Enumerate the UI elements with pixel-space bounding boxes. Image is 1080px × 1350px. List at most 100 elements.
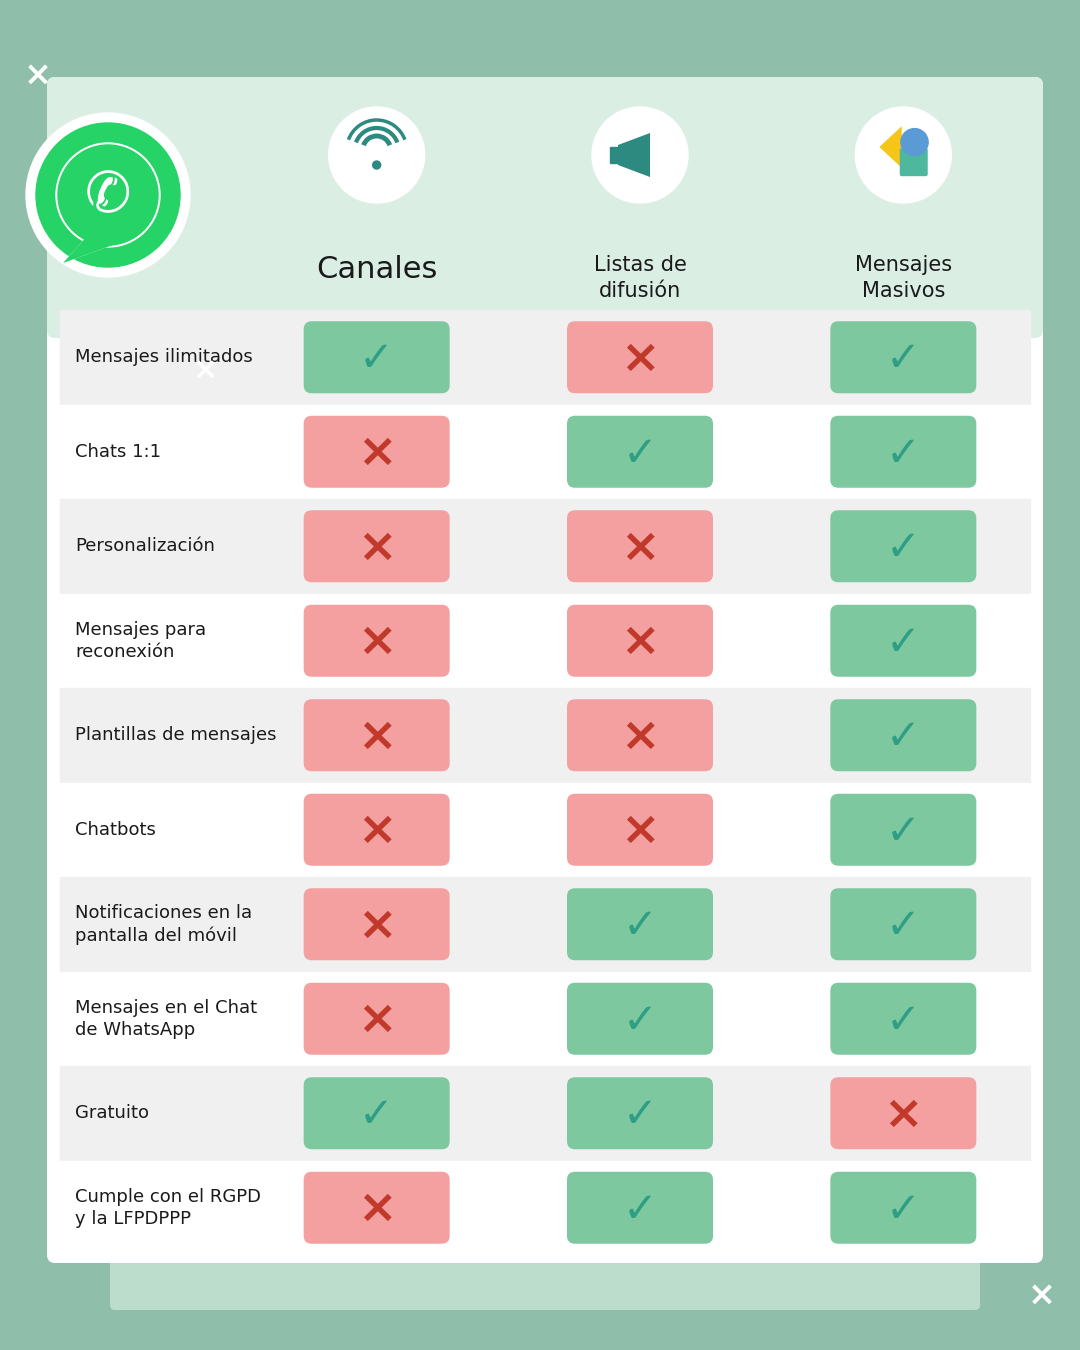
Text: ✓: ✓: [886, 1189, 921, 1231]
Text: ×: ×: [1028, 1278, 1056, 1311]
Circle shape: [26, 113, 190, 277]
Text: ×: ×: [883, 1092, 923, 1138]
Text: ×: ×: [356, 998, 396, 1044]
Bar: [60, 688, 1030, 783]
Text: Mensajes
Masivos: Mensajes Masivos: [854, 255, 951, 301]
FancyBboxPatch shape: [567, 794, 713, 865]
Text: ×: ×: [356, 903, 396, 949]
FancyBboxPatch shape: [831, 321, 976, 393]
Polygon shape: [63, 235, 113, 263]
FancyBboxPatch shape: [567, 699, 713, 771]
Polygon shape: [618, 134, 650, 177]
Text: Gratuito: Gratuito: [75, 1104, 149, 1122]
Bar: [60, 783, 1030, 878]
FancyBboxPatch shape: [303, 794, 449, 865]
Text: Cumple con el RGPD
y la LFPDPPP: Cumple con el RGPD y la LFPDPPP: [75, 1188, 261, 1228]
Text: ✓: ✓: [622, 906, 658, 948]
Text: ×: ×: [192, 355, 218, 385]
FancyBboxPatch shape: [831, 699, 976, 771]
FancyBboxPatch shape: [303, 983, 449, 1054]
Text: Mensajes ilimitados: Mensajes ilimitados: [75, 348, 253, 366]
Bar: [60, 594, 1030, 688]
FancyBboxPatch shape: [303, 416, 449, 487]
FancyBboxPatch shape: [567, 416, 713, 487]
FancyBboxPatch shape: [303, 321, 449, 393]
Text: ✓: ✓: [886, 1000, 921, 1042]
Text: ×: ×: [356, 620, 396, 666]
FancyBboxPatch shape: [567, 321, 713, 393]
Bar: [60, 310, 1030, 405]
FancyBboxPatch shape: [567, 888, 713, 960]
Text: ✓: ✓: [622, 1095, 658, 1137]
Text: Listas de
difusión: Listas de difusión: [594, 255, 687, 301]
Text: ×: ×: [620, 525, 660, 571]
Text: ✓: ✓: [886, 622, 921, 664]
FancyBboxPatch shape: [303, 1077, 449, 1149]
Text: ✆: ✆: [84, 170, 132, 224]
Bar: [60, 1161, 1030, 1256]
Bar: [60, 405, 1030, 500]
Text: ×: ×: [620, 714, 660, 760]
Text: ✓: ✓: [622, 1189, 658, 1231]
Text: ×: ×: [24, 58, 52, 92]
Circle shape: [56, 143, 160, 247]
Text: ×: ×: [356, 431, 396, 477]
FancyBboxPatch shape: [831, 1172, 976, 1243]
FancyBboxPatch shape: [831, 510, 976, 582]
Circle shape: [373, 161, 380, 169]
FancyBboxPatch shape: [110, 1241, 980, 1310]
FancyBboxPatch shape: [303, 699, 449, 771]
FancyBboxPatch shape: [48, 77, 1043, 1264]
Text: ×: ×: [620, 336, 660, 382]
Bar: [60, 878, 1030, 972]
Text: Mensajes en el Chat
de WhatsApp: Mensajes en el Chat de WhatsApp: [75, 999, 257, 1040]
Circle shape: [36, 123, 180, 267]
Text: ✓: ✓: [360, 1095, 394, 1137]
Text: ✓: ✓: [886, 433, 921, 475]
Text: Mensajes para
reconexión: Mensajes para reconexión: [75, 621, 206, 662]
Circle shape: [592, 107, 688, 202]
FancyBboxPatch shape: [831, 1077, 976, 1149]
FancyBboxPatch shape: [303, 510, 449, 582]
FancyBboxPatch shape: [303, 605, 449, 676]
FancyBboxPatch shape: [567, 510, 713, 582]
Bar: [60, 500, 1030, 594]
FancyBboxPatch shape: [831, 888, 976, 960]
Text: ✓: ✓: [886, 339, 921, 381]
Text: Canales: Canales: [316, 255, 437, 284]
Text: ×: ×: [620, 620, 660, 666]
FancyBboxPatch shape: [303, 888, 449, 960]
Circle shape: [328, 107, 424, 202]
FancyBboxPatch shape: [900, 148, 928, 177]
Polygon shape: [63, 235, 113, 263]
Text: ×: ×: [356, 714, 396, 760]
FancyBboxPatch shape: [567, 983, 713, 1054]
Bar: [610, 147, 620, 163]
Text: ×: ×: [356, 1187, 396, 1233]
FancyBboxPatch shape: [48, 77, 1043, 338]
Text: ✓: ✓: [886, 528, 921, 570]
FancyBboxPatch shape: [831, 983, 976, 1054]
Text: ✓: ✓: [886, 811, 921, 853]
Polygon shape: [879, 126, 902, 167]
Text: ✓: ✓: [886, 906, 921, 948]
Text: Notificaciones en la
pantalla del móvil: Notificaciones en la pantalla del móvil: [75, 904, 252, 945]
FancyBboxPatch shape: [831, 416, 976, 487]
Circle shape: [855, 107, 951, 202]
FancyBboxPatch shape: [567, 1172, 713, 1243]
Text: ×: ×: [356, 525, 396, 571]
FancyBboxPatch shape: [831, 605, 976, 676]
Text: Chatbots: Chatbots: [75, 821, 156, 838]
FancyBboxPatch shape: [831, 794, 976, 865]
Text: ×: ×: [356, 809, 396, 855]
FancyBboxPatch shape: [567, 605, 713, 676]
FancyBboxPatch shape: [567, 1077, 713, 1149]
Text: ✓: ✓: [360, 339, 394, 381]
Text: ✓: ✓: [886, 717, 921, 759]
Text: ×: ×: [620, 809, 660, 855]
Bar: [55, 197, 1035, 329]
Text: Plantillas de mensajes: Plantillas de mensajes: [75, 726, 276, 744]
Bar: [60, 972, 1030, 1066]
Circle shape: [58, 144, 158, 244]
Text: Chats 1:1: Chats 1:1: [75, 443, 161, 460]
